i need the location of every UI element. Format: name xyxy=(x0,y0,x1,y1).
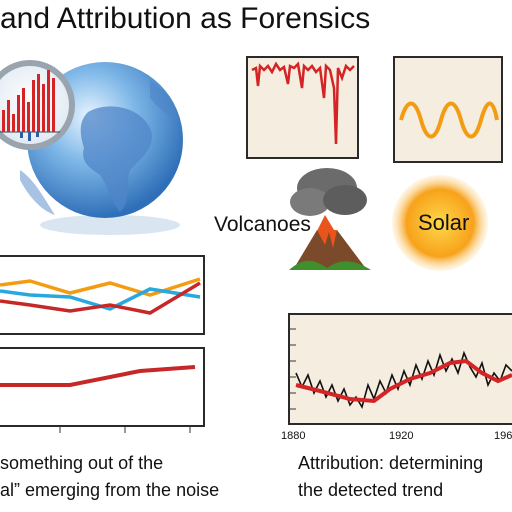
x-tick-1960: 196 xyxy=(494,430,512,442)
simulated-series xyxy=(295,358,512,404)
attribution-caption: Attribution: determining the detected tr… xyxy=(298,450,483,504)
forcing-comparison-chart xyxy=(0,255,205,335)
volcanic-forcing-panel xyxy=(246,56,359,159)
attribution-caption-line1: Attribution: determining xyxy=(298,453,484,473)
solar-cycle-panel xyxy=(393,56,503,163)
magnifier-globe-icon xyxy=(0,60,183,235)
volcano-icon xyxy=(289,168,371,270)
volcanoes-label: Volcanoes xyxy=(214,213,311,236)
detected-trend-chart xyxy=(0,347,205,427)
x-tick-1880: 1880 xyxy=(281,430,306,442)
series-orange xyxy=(0,277,201,297)
detection-caption-line1: something out of the xyxy=(0,453,164,473)
lower-left-ticks xyxy=(59,427,191,433)
series-red xyxy=(0,281,201,315)
series-blue xyxy=(0,287,201,311)
solar-label: Solar xyxy=(418,210,470,235)
observed-series xyxy=(295,350,512,410)
attribution-caption-line2: the detected trend xyxy=(298,480,444,500)
slide-title: and Attribution as Forensics xyxy=(0,2,371,35)
sun-icon xyxy=(392,175,488,271)
detection-caption-line2: al” emerging from the noise xyxy=(0,480,220,500)
detection-caption: something out of the al” emerging from t… xyxy=(0,450,219,504)
lens-bar-chart xyxy=(0,70,60,141)
x-tick-1920: 1920 xyxy=(389,430,414,442)
temperature-record-chart xyxy=(288,313,512,425)
